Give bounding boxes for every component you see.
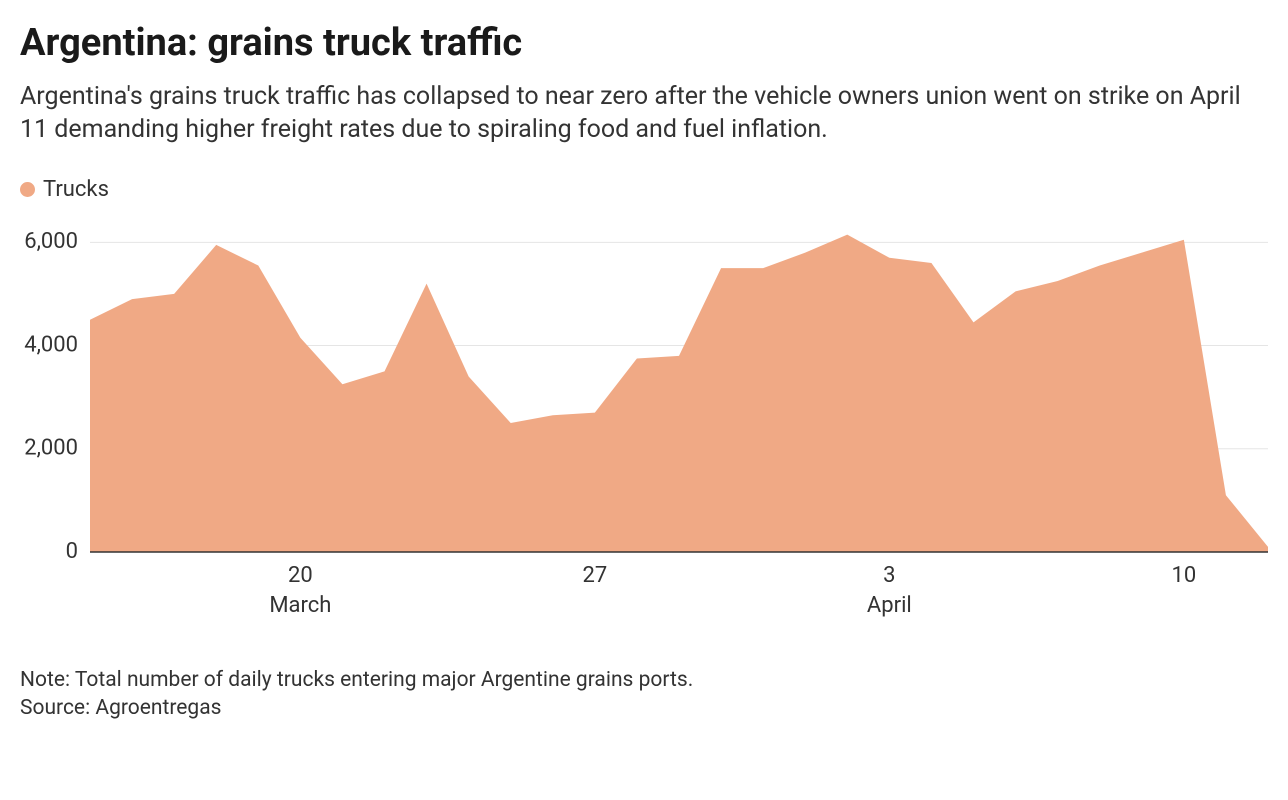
area-chart: 0 2,000 4,000 6,000 20 March 27 3 April 10 (20, 222, 1268, 642)
chart-container: Argentina: grains truck traffic Argentin… (0, 0, 1288, 800)
chart-note: Note: Total number of daily trucks enter… (20, 668, 1268, 692)
legend-label: Trucks (43, 177, 109, 202)
chart-subtitle: Argentina's grains truck traffic has col… (20, 80, 1268, 148)
svg-text:March: March (269, 593, 331, 618)
legend: Trucks (20, 177, 1268, 202)
chart-footer: Note: Total number of daily trucks enter… (20, 668, 1268, 720)
chart-source: Source: Agroentregas (20, 696, 1268, 720)
svg-text:0: 0 (66, 539, 78, 564)
svg-text:6,000: 6,000 (24, 229, 78, 254)
svg-text:April: April (867, 593, 912, 618)
legend-dot-icon (20, 182, 35, 197)
svg-text:3: 3 (883, 563, 895, 588)
svg-text:10: 10 (1171, 563, 1196, 588)
svg-text:27: 27 (582, 563, 607, 588)
svg-text:4,000: 4,000 (24, 333, 78, 358)
chart-svg: 0 2,000 4,000 6,000 20 March 27 3 April 10 (20, 222, 1268, 642)
chart-title: Argentina: grains truck traffic (20, 22, 1268, 66)
svg-text:2,000: 2,000 (24, 436, 78, 461)
svg-text:20: 20 (288, 563, 313, 588)
